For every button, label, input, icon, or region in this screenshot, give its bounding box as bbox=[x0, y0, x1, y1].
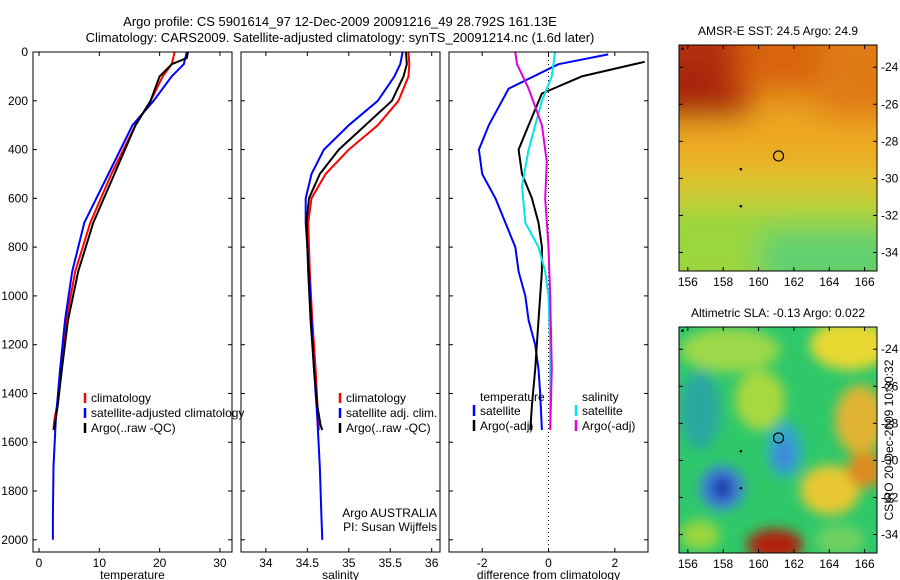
depth-tick-label: 1200 bbox=[1, 338, 28, 352]
sla-map-lon-tick-label: 166 bbox=[855, 557, 875, 571]
sla-map-lat-tick-label: -30 bbox=[881, 453, 899, 467]
side-label: CSIRO 20-Dec-2009 10:30:32 bbox=[882, 359, 896, 520]
sst-map-lat-tick-label: -32 bbox=[881, 208, 899, 222]
depth-tick-label: 800 bbox=[8, 240, 28, 254]
profile-location-marker bbox=[772, 432, 785, 444]
difference-legend-label: satellite bbox=[582, 404, 623, 418]
sst-map-lat-tick-label: -26 bbox=[881, 97, 899, 111]
track-point-marker bbox=[739, 486, 743, 490]
depth-tick-label: 1400 bbox=[1, 386, 28, 400]
temperature-x-tick-label: 10 bbox=[93, 556, 107, 570]
salinity-x-tick-label: 35.5 bbox=[379, 556, 403, 570]
salinity-axis-label: salinity bbox=[322, 568, 359, 580]
salinity-legend-label: Argo(..raw -QC) bbox=[346, 421, 431, 435]
profile-location-marker bbox=[772, 150, 785, 162]
track-point-marker bbox=[739, 449, 743, 453]
depth-tick-label: 0 bbox=[21, 45, 28, 59]
difference-series-1 bbox=[517, 60, 645, 431]
salinity-x-tick-label: 36 bbox=[425, 556, 439, 570]
sla-map-lon-tick-label: 162 bbox=[784, 557, 804, 571]
depth-tick-label: 200 bbox=[8, 94, 28, 108]
difference-legend-label: Argo(-adj) bbox=[480, 419, 533, 433]
temperature-legend-label: climatology bbox=[91, 391, 151, 405]
depth-tick-label: 600 bbox=[8, 191, 28, 205]
sst-map-lon-tick-label: 164 bbox=[819, 275, 839, 289]
sla-map-lat-tick-label: -26 bbox=[881, 379, 899, 393]
temperature-series-1 bbox=[51, 51, 188, 540]
track-point-marker bbox=[681, 329, 684, 333]
track-point-marker bbox=[739, 204, 743, 208]
sst-map-frame bbox=[678, 44, 878, 272]
difference-legend-label: Argo(-adj) bbox=[582, 419, 635, 433]
salinity-x-tick-label: 35 bbox=[342, 556, 356, 570]
figure-title-line1: Argo profile: CS 5901614_97 12-Dec-2009 … bbox=[123, 14, 557, 29]
difference-series-0 bbox=[477, 53, 609, 431]
salinity-series-1 bbox=[304, 51, 404, 540]
difference-x-tick-label: 2 bbox=[611, 556, 618, 570]
sla-map-title: Altimetric SLA: -0.13 Argo: 0.022 bbox=[691, 306, 865, 320]
temperature-x-tick-label: 30 bbox=[213, 556, 227, 570]
sla-map-lon-tick-label: 164 bbox=[819, 557, 839, 571]
sst-map-lon-tick-label: 160 bbox=[749, 275, 769, 289]
salinity-x-tick-label: 34.5 bbox=[296, 556, 320, 570]
depth-tick-label: 400 bbox=[8, 143, 28, 157]
sst-map-lat-tick-label: -24 bbox=[881, 60, 899, 74]
depth-tick-label: 1800 bbox=[1, 484, 28, 498]
sla-map-lon-tick-label: 156 bbox=[678, 557, 698, 571]
temperature-legend-label: satellite-adjusted climatology bbox=[91, 406, 244, 420]
sst-map-title: AMSR-E SST: 24.5 Argo: 24.9 bbox=[698, 24, 858, 38]
sla-map-field bbox=[679, 327, 877, 553]
salinity-series-0 bbox=[307, 51, 411, 431]
salinity-x-tick-label: 34 bbox=[259, 556, 273, 570]
depth-tick-label: 1600 bbox=[1, 435, 28, 449]
sla-map-lat-tick-label: -34 bbox=[881, 527, 899, 541]
sla-map-lon-tick-label: 160 bbox=[749, 557, 769, 571]
temperature-x-tick-label: 20 bbox=[153, 556, 167, 570]
difference-legend-header: salinity bbox=[582, 390, 619, 404]
difference-axis-label: difference from climatology bbox=[477, 568, 620, 580]
sst-map-lat-tick-label: -28 bbox=[881, 134, 899, 148]
salinity-legend-label: satellite adj. clim. bbox=[346, 406, 437, 420]
temperature-series-2 bbox=[52, 51, 189, 431]
difference-x-tick-label: -2 bbox=[477, 556, 488, 570]
temperature-series-0 bbox=[52, 51, 176, 428]
sla-map-lat-tick-label: -32 bbox=[881, 490, 899, 504]
sla-map-lat-tick-label: -24 bbox=[881, 342, 899, 356]
difference-x-tick-label: 0 bbox=[545, 556, 552, 570]
salinity-axes-frame bbox=[240, 51, 441, 553]
difference-series-3 bbox=[514, 51, 553, 431]
sst-map-lon-tick-label: 166 bbox=[855, 275, 875, 289]
figure-title-line2: Climatology: CARS2009. Satellite-adjuste… bbox=[85, 30, 595, 45]
temperature-axes-frame bbox=[32, 51, 233, 553]
sst-map-lat-tick-label: -30 bbox=[881, 171, 899, 185]
sla-map-lat-tick-label: -28 bbox=[881, 416, 899, 430]
temperature-x-tick-label: 0 bbox=[36, 556, 43, 570]
depth-tick-label: 2000 bbox=[1, 533, 28, 547]
sla-map-frame bbox=[678, 326, 878, 554]
difference-legend-header: temperature bbox=[480, 390, 545, 404]
sla-map-lon-tick-label: 158 bbox=[713, 557, 733, 571]
salinity-series-2 bbox=[305, 51, 408, 431]
annotation-float-owner: Argo AUSTRALIA bbox=[342, 506, 437, 520]
salinity-legend-label: climatology bbox=[346, 391, 406, 405]
sst-map-lat-tick-label: -34 bbox=[881, 245, 899, 259]
sst-map-lon-tick-label: 156 bbox=[678, 275, 698, 289]
track-point-marker bbox=[681, 47, 684, 51]
difference-legend-label: satellite bbox=[480, 404, 521, 418]
depth-tick-label: 1000 bbox=[1, 289, 28, 303]
temperature-axis-label: temperature bbox=[100, 568, 165, 580]
annotation-pi-name: PI: Susan Wijffels bbox=[343, 520, 437, 534]
track-point-marker bbox=[739, 167, 743, 171]
temperature-legend-label: Argo(..raw -QC) bbox=[91, 421, 176, 435]
sst-map-field bbox=[679, 45, 877, 271]
sst-map-lon-tick-label: 158 bbox=[713, 275, 733, 289]
sst-map-lon-tick-label: 162 bbox=[784, 275, 804, 289]
